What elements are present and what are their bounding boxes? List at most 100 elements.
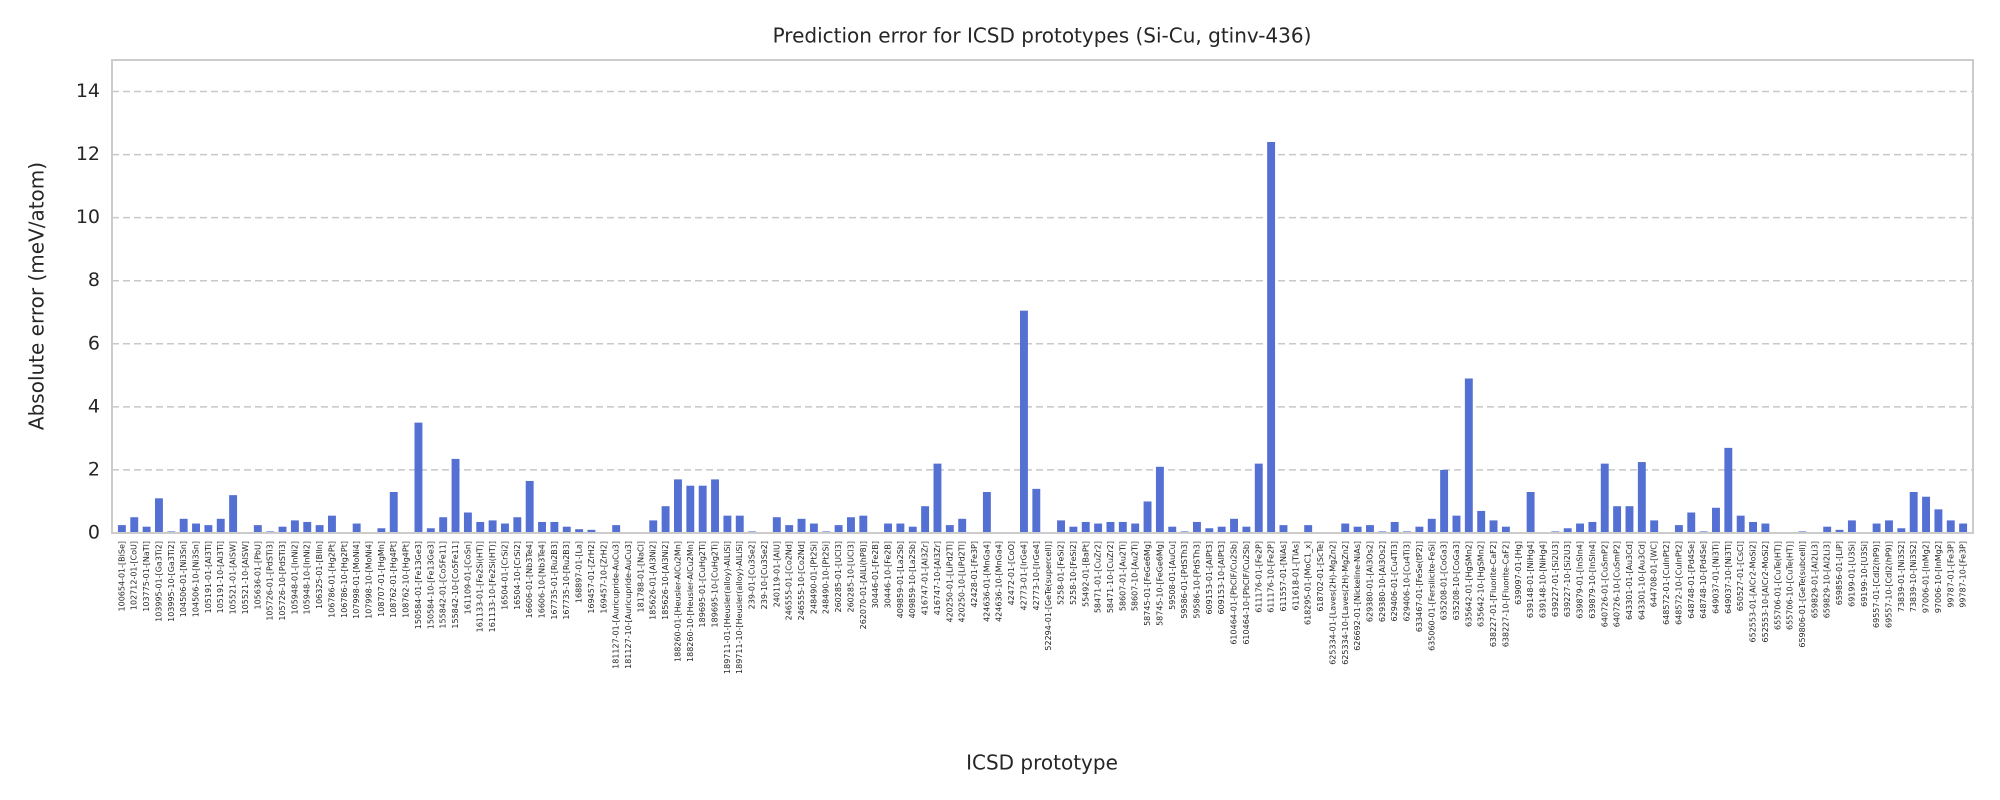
bar: [1440, 469, 1449, 533]
bar: [1526, 492, 1535, 533]
x-tick-label: 106786-01-[Hg2Pt]: [327, 541, 336, 618]
x-tick-label: 652553-01-[AlCr2-MoSi2]: [1749, 541, 1758, 642]
x-tick-label: 188260-01-[Heusler-AlCu2Mn]: [673, 541, 682, 662]
x-tick-label: 643301-10-[Au3Cd]: [1637, 541, 1646, 620]
x-tick-label: 625334-10-[Laves(2H)-MgZn2]: [1341, 541, 1350, 665]
x-tick-label: 639227-10-[Si2U3]: [1563, 541, 1572, 617]
x-tick-label: 30446-01-[Fe2B]: [871, 541, 880, 608]
x-tick-label: 639148-01-[NiHg4]: [1526, 541, 1535, 618]
bar: [1674, 525, 1683, 533]
bar: [1761, 523, 1770, 533]
x-tick-label: 639227-01-[Si2U3]: [1551, 541, 1560, 617]
bar: [1625, 506, 1634, 533]
x-tick-label: 105191-10-[Al3Ti]: [216, 541, 225, 613]
x-tick-label: 246555-01-[Co2Nd]: [785, 541, 794, 620]
bar: [192, 523, 200, 533]
bar: [1736, 515, 1745, 533]
y-tick-label: 8: [88, 269, 100, 291]
x-tick-label: 102712-01-[CoU]: [130, 541, 139, 610]
x-tick-label: 105726-10-[PdSTi3]: [278, 541, 287, 621]
bar: [575, 529, 584, 533]
bar: [1390, 521, 1399, 533]
bar: [1650, 520, 1659, 533]
y-tick-label: 0: [88, 522, 100, 544]
x-tick-label: 639148-10-[NiHg4]: [1538, 541, 1547, 618]
bar: [130, 517, 139, 533]
bar: [1143, 501, 1152, 533]
x-tick-label: 161133-01-[Fe2Si(HT)]: [476, 541, 485, 632]
x-tick-label: 188260-10-[Heusler-AlCu2Mn]: [686, 541, 695, 662]
bar: [1501, 526, 1510, 533]
bar: [1872, 523, 1881, 533]
x-tick-label: 629380-10-[Al3Os2]: [1378, 541, 1387, 622]
x-tick-label: 648748-10-[Pd4Se]: [1699, 541, 1708, 619]
x-tick-label: 648748-01-[Pd4Se]: [1687, 541, 1696, 619]
x-tick-label: 248490-10-[Pt2Si]: [822, 541, 831, 614]
x-tick-label: 181127-10-[Auricupride-AuCu3]: [624, 541, 633, 669]
bar: [1922, 496, 1930, 533]
bar: [278, 526, 287, 533]
bar: [612, 525, 621, 533]
x-tick-label: 99787-10-[Fe3P]: [1959, 541, 1968, 608]
x-tick-label: 611176-10-[Fe2P]: [1267, 541, 1276, 613]
x-tick-label: 103775-01-[NaTl]: [142, 541, 151, 612]
bar: [377, 528, 386, 533]
y-axis-label: Absolute error (meV/atom): [25, 162, 49, 430]
bar: [1341, 523, 1350, 533]
x-tick-label: 167735-10-[Ru2B3]: [562, 541, 571, 620]
bar: [1254, 463, 1263, 533]
x-tick-label: 103995-10-[Ga3Ti2]: [167, 541, 176, 622]
bar: [1576, 523, 1584, 533]
bar: [1168, 526, 1177, 533]
bar: [1106, 521, 1115, 533]
x-tick-label: 611176-01-[Fe2P]: [1254, 541, 1263, 613]
bar: [847, 517, 855, 533]
x-tick-label: 97006-10-[InMg2]: [1934, 541, 1943, 613]
x-tick-label: 167735-01-[Ru2B3]: [550, 541, 559, 620]
x-tick-label: 609153-01-[AlPt3]: [1205, 541, 1214, 614]
bar: [1588, 521, 1597, 533]
bar: [1489, 520, 1498, 533]
x-tick-label: 649037-01-[Ni3Ti]: [1711, 541, 1720, 614]
x-tick-label: 59586-10-[PdSTh3]: [1192, 541, 1201, 619]
x-tick-label: 635060-01-[Fersilicite-FeSi]: [1427, 541, 1436, 651]
bar: [476, 521, 485, 533]
bar: [908, 526, 917, 533]
x-tick-label: 105521-01-[AlSW]: [229, 541, 238, 614]
x-tick-label: 16504-10-[CrSi2]: [513, 541, 522, 610]
bar: [1118, 521, 1127, 533]
x-tick-label: 611557-01-[NiAs]: [1279, 541, 1288, 612]
x-tick-label: 618295-01-[MoC1_x]: [1304, 541, 1313, 625]
x-tick-label: 69557-10-[CdI2(hP9)]: [1884, 541, 1893, 628]
bar: [1217, 526, 1226, 533]
bar: [1464, 378, 1473, 533]
bar: [525, 480, 534, 533]
bar: [1427, 518, 1436, 533]
x-tick-label: 42773-10-[IrGe4]: [1032, 541, 1041, 611]
bar: [1909, 492, 1918, 533]
x-tick-label: 97006-01-[InMg2]: [1922, 541, 1931, 613]
bar: [896, 523, 905, 533]
bar: [513, 517, 522, 533]
bar: [1749, 521, 1757, 533]
x-tick-label: 59586-01-[PdSTh3]: [1180, 541, 1189, 619]
x-tick-label: 635208-10-[CoGa3]: [1452, 541, 1461, 620]
bar: [1934, 509, 1943, 533]
bar: [1230, 518, 1238, 533]
bar: [463, 512, 472, 533]
x-tick-label: 73839-10-[Ni3S2]: [1909, 541, 1918, 612]
bar: [933, 463, 942, 533]
x-tick-label: 104506-01-[Ni3Sn]: [179, 541, 188, 617]
x-tick-label: 629406-01-[Cu4Ti3]: [1390, 541, 1399, 621]
x-tick-label: 106325-01-[BIIn]: [315, 541, 324, 609]
bar: [414, 422, 423, 533]
bar: [1885, 520, 1893, 533]
bar: [550, 521, 559, 533]
x-tick-label: 409859-10-[La2Sb]: [908, 541, 917, 618]
x-tick-label: 59508-01-[AuCu]: [1168, 541, 1177, 610]
x-tick-label: 168897-01-[La]: [575, 541, 584, 603]
x-tick-label: 55492-01-[BaPt]: [1081, 541, 1090, 607]
x-tick-label: 189695-01-[CuHg2Ti]: [698, 541, 707, 627]
x-tick-label: 161133-10-[Fe2Si(HT)]: [488, 541, 497, 632]
